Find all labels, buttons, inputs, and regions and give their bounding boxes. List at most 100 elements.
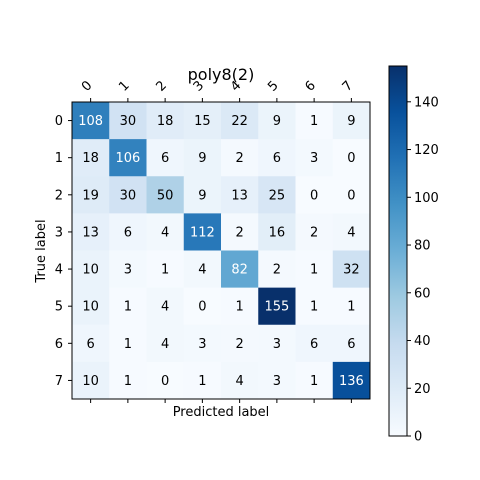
heatmap-cell [72,361,110,400]
cell-value-label: 9 [198,188,206,203]
cell-value-label: 3 [124,263,132,278]
colorbar-tick-label: 0 [414,430,422,445]
cell-value-label: 2 [273,263,281,278]
heatmap-cell [109,287,147,326]
cell-value-label: 3 [273,337,281,352]
heatmap-cell [146,213,185,251]
cell-value-label: 22 [231,114,248,129]
cell-value-label: 25 [269,188,286,203]
heatmap-cell [258,287,296,326]
cell-value-label: 1 [310,374,318,389]
cell-value-label: 82 [231,263,248,278]
heatmap-cell [295,176,334,214]
heatmap-cell [221,139,259,177]
heatmap-cell [332,287,371,326]
heatmap-cell [332,102,371,140]
heatmap-cell [332,213,371,251]
heatmap-cell [221,102,259,140]
cell-value-label: 30 [120,114,137,129]
y-tick-label: 3 [55,225,63,240]
heatmap-cell [295,250,334,289]
colorbar [388,65,408,437]
heatmap-cell [295,139,334,177]
cell-value-label: 9 [273,114,281,129]
cell-value-label: 0 [347,188,355,203]
cell-value-label: 136 [339,374,364,389]
plot-frame [71,101,371,400]
cell-value-labels: 108 30 18 15 22 9 1 918 106 6 9 2 6 3 019 30 50 9 13 25 0 013… [78,114,364,389]
y-tick-label: 0 [55,114,63,129]
y-tick-label: 7 [55,374,63,389]
cell-value-label: 32 [343,263,360,278]
y-tick-label: 4 [55,263,63,278]
heatmap-cell [258,176,296,214]
heatmap-cell [258,324,296,363]
heatmap-cell [258,139,296,177]
heatmap-cell [72,176,110,214]
heatmap-cell [146,324,185,363]
colorbar-tick-label: 60 [414,286,431,301]
heatmap-cell [183,324,222,363]
heatmap-cell [146,139,185,177]
heatmap-cell [258,250,296,289]
cell-value-label: 0 [161,374,169,389]
heatmap-cell [332,324,371,363]
cell-value-label: 0 [347,151,355,166]
heatmap-cell [109,102,147,140]
cell-value-label: 30 [120,188,137,203]
heatmap-cell [332,250,371,289]
heatmap-cells [72,102,371,400]
cell-value-label: 13 [82,225,99,240]
cell-value-label: 18 [157,114,174,129]
cell-value-label: 0 [198,300,206,315]
heatmap-cell [332,361,371,400]
cell-value-label: 4 [161,225,169,240]
heatmap-cell [183,361,222,400]
y-axis-ticks: 0 1 2 3 4 5 6 7 [55,114,72,389]
heatmap-cell [183,102,222,140]
y-tick-label: 2 [55,188,63,203]
x-axis-label: Predicted label [173,405,270,420]
x-tick-label: 0 [79,78,95,94]
cell-value-label: 1 [124,337,132,352]
heatmap-cell [146,176,185,214]
cell-value-label: 6 [86,337,94,352]
cell-value-label: 1 [124,300,132,315]
cell-value-label: 4 [161,300,169,315]
heatmap-cell [109,176,147,214]
cell-value-label: 19 [82,188,99,203]
heatmap-cell [295,361,334,400]
heatmap-cell [258,213,296,251]
heatmap-cell [183,250,222,289]
heatmap-cell [183,287,222,326]
cell-value-label: 6 [347,337,355,352]
heatmap-cell [221,250,259,289]
heatmap-cell [183,213,222,251]
cell-value-label: 2 [235,337,243,352]
cell-value-label: 1 [161,263,169,278]
heatmap-cell [72,102,110,140]
cell-value-label: 6 [273,151,281,166]
heatmap-cell [109,139,147,177]
y-tick-label: 5 [55,300,63,315]
heatmap-cell [109,213,147,251]
heatmap-cell [146,361,185,400]
heatmap-cell [72,139,110,177]
cell-value-label: 4 [198,263,206,278]
chart-title: poly8(2) [188,65,255,84]
y-tick-label: 1 [55,151,63,166]
x-tick-label: 1 [116,78,132,94]
cell-value-label: 108 [78,114,103,129]
heatmap-cell [72,324,110,363]
heatmap-cell [258,102,296,140]
cell-value-label: 2 [310,225,318,240]
cell-value-label: 2 [235,225,243,240]
colorbar-tick-label: 40 [414,334,431,349]
colorbar-tick-label: 100 [414,191,439,206]
x-tick-label: 7 [340,78,356,94]
cell-value-label: 112 [190,225,215,240]
heatmap-cell [295,102,334,140]
colorbar-tick-label: 120 [414,143,439,158]
cell-value-label: 106 [115,151,140,166]
